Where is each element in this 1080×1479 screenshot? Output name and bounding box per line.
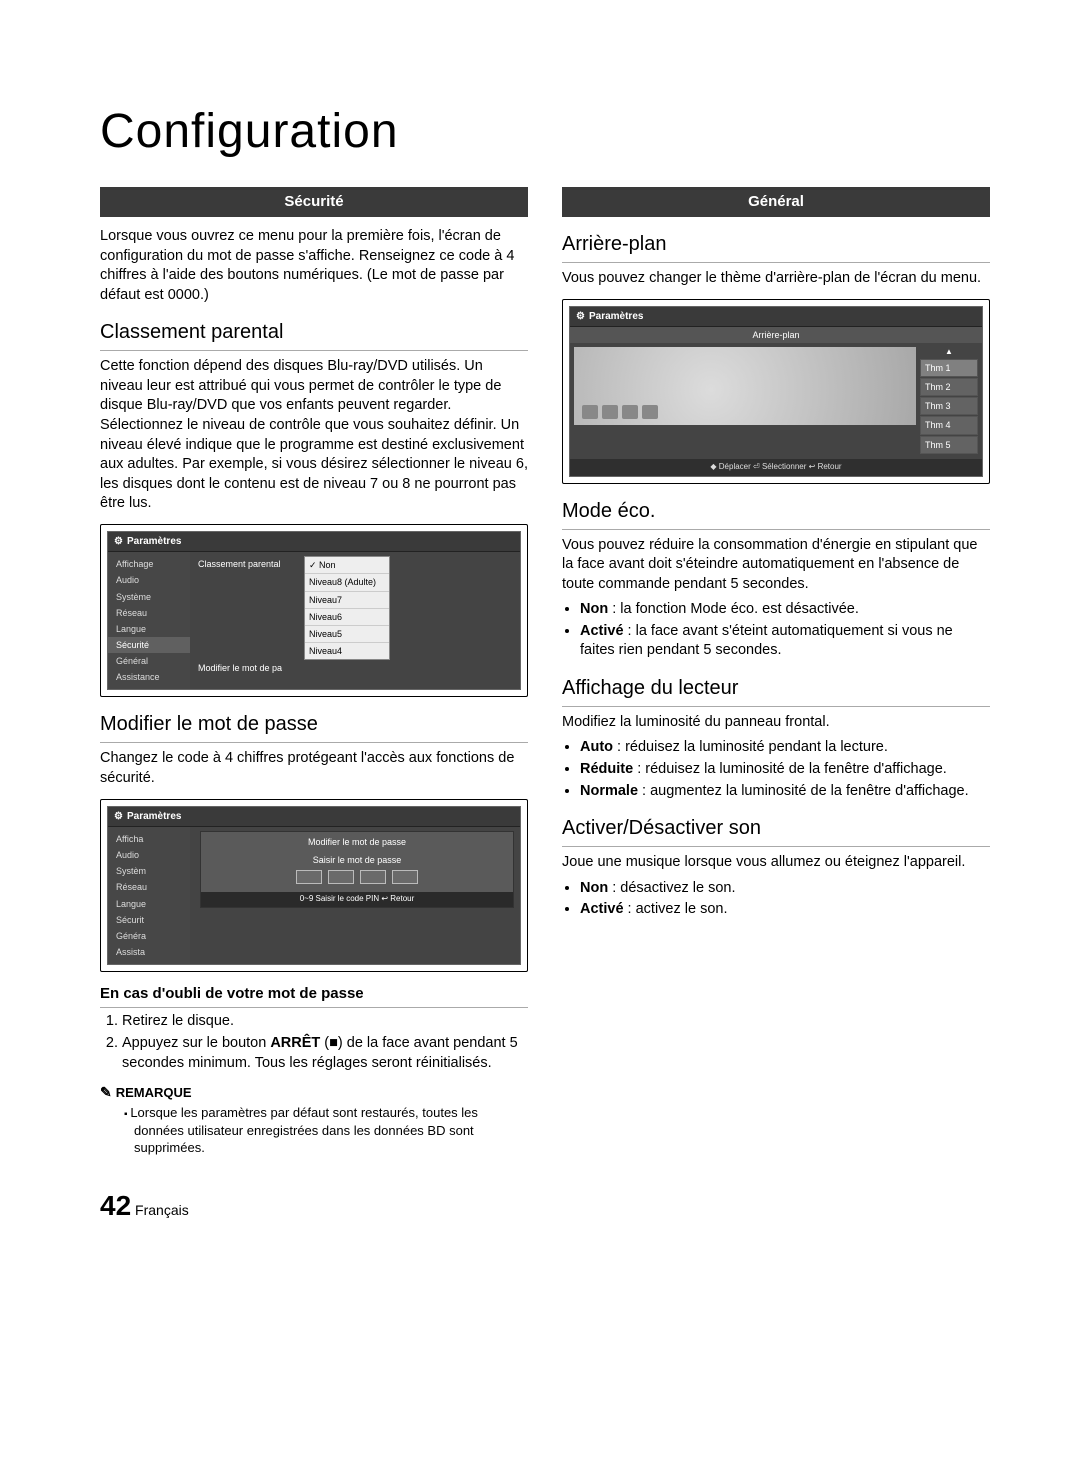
mock-footer: ◆ Déplacer ⏎ Sélectionner ↩ Retour [570,459,982,476]
mock-theme-item: Thm 2 [920,378,978,396]
mock-theme-item: Thm 4 [920,416,978,434]
overlay-title: Modifier le mot de passe [205,836,509,848]
mock-theme-preview [574,347,916,425]
mock-dropdown-item: Non [305,557,389,574]
page-language: Français [135,1202,189,1218]
mock-title-text: Paramètres [127,536,181,547]
page-title: Configuration [100,100,990,165]
heading-classement-parental: Classement parental [100,319,528,351]
mock-parental-settings: ⚙ Paramètres AffichageAudioSystèmeRéseauL… [100,524,528,698]
mock-theme-item: Thm 3 [920,397,978,415]
heading-affichage-lecteur: Affichage du lecteur [562,675,990,707]
mock-side-item: Généra [108,928,190,944]
classement-parental-body: Cette fonction dépend des disques Blu-ra… [100,357,528,514]
forgot-step-2: Appuyez sur le bouton ARRÊT (■) de la fa… [122,1034,528,1073]
note-icon: ✎ [100,1084,112,1100]
mock-main: Classement parental NonNiveau8 (Adulte)N… [190,552,520,689]
securite-intro: Lorsque vous ouvrez ce menu pour la prem… [100,227,528,305]
son-list: Non : désactivez le son.Activé : activez… [580,879,990,920]
mock-side-item: Affichage [108,556,190,572]
mock-side-item: Général [108,653,190,669]
mock-dropdown: NonNiveau8 (Adulte)Niveau7Niveau6Niveau5… [304,556,390,660]
banner-securite: Sécurité [100,187,528,217]
heading-mode-eco: Mode éco. [562,498,990,530]
affichage-lecteur-list: Auto : réduisez la luminosité pendant la… [580,738,990,801]
password-boxes [205,870,509,884]
mock-theme-list: ▲ Thm 1Thm 2Thm 3Thm 4 Thm 5 [920,347,978,455]
mock-side-item: Audio [108,847,190,863]
mock-side-item: Audio [108,572,190,588]
page-number: 42 [100,1190,131,1221]
mock-password-settings: ⚙ Paramètres AffichaAudioSystèmRéseauLang… [100,799,528,973]
mode-eco-body: Vous pouvez réduire la consommation d'én… [562,536,990,595]
mock-tab: Arrière-plan [570,327,982,343]
list-item: Auto : réduisez la luminosité pendant la… [580,738,990,758]
mock-dropdown-item: Niveau6 [305,609,389,626]
heading-arriere-plan: Arrière-plan [562,231,990,263]
mock-title: ⚙ Paramètres [570,307,982,328]
forgot-steps: Retirez le disque. Appuyez sur le bouton… [122,1012,528,1073]
mock-title-text: Paramètres [589,311,643,322]
mock-title: ⚙ Paramètres [108,532,520,553]
mock-side-item: Assista [108,944,190,960]
modifier-mdp-body: Changez le code à 4 chiffres protégeant … [100,749,528,788]
mock-theme-item: Thm 5 [920,436,978,454]
list-item: Normale : augmentez la luminosité de la … [580,782,990,802]
mock-side-item: Langue [108,896,190,912]
mock-dropdown-item: Niveau4 [305,643,389,659]
heading-activer-desactiver-son: Activer/Désactiver son [562,815,990,847]
son-body: Joue une musique lorsque vous allumez ou… [562,853,990,873]
mock-sidebar: AffichaAudioSystèmRéseauLangueSécuritGén… [108,827,190,964]
mock-title: ⚙ Paramètres [108,807,520,828]
mock-side-item: Réseau [108,879,190,895]
mock-side-item: Sécurité [108,637,190,653]
mock-side-item: Assistance [108,669,190,685]
banner-general: Général [562,187,990,217]
mock-row-label: Modifier le mot de pa [194,660,304,676]
list-item: Activé : activez le son. [580,900,990,920]
overlay-subtitle: Saisir le mot de passe [205,854,509,866]
right-column: Général Arrière-plan Vous pouvez changer… [562,187,990,1157]
arriere-plan-body: Vous pouvez changer le thème d'arrière-p… [562,269,990,289]
forgot-step-1: Retirez le disque. [122,1012,528,1032]
arrow-up-icon: ▲ [920,347,978,358]
note-heading: ✎ REMARQUE [100,1083,528,1102]
mock-side-item: Afficha [108,831,190,847]
affichage-lecteur-body: Modifiez la luminosité du panneau fronta… [562,713,990,733]
mock-side-item: Langue [108,621,190,637]
list-item: Réduite : réduisez la luminosité de la f… [580,760,990,780]
gear-icon: ⚙ [576,311,585,322]
mock-side-item: Réseau [108,605,190,621]
note-body: Lorsque les paramètres par défaut sont r… [124,1104,528,1157]
mode-eco-list: Non : la fonction Mode éco. est désactiv… [580,600,990,661]
list-item: Activé : la face avant s'éteint automati… [580,622,990,661]
mock-dropdown-item: Niveau5 [305,626,389,643]
mock-dropdown-item: Niveau8 (Adulte) [305,574,389,591]
mock-preview-icons [582,405,658,419]
page-footer: 42 Français [100,1187,990,1225]
mock-side-item: Systèm [108,863,190,879]
mock-side-item: Système [108,589,190,605]
mock-side-item: Sécurit [108,912,190,928]
mock-main: ▲ Thm 1Thm 2Thm 3Thm 4 Thm 5 [570,343,982,459]
mock-main: Modifier le mot de passe Saisir le mot d… [190,827,520,964]
mock-theme-item: Thm 1 [920,359,978,377]
gear-icon: ⚙ [114,811,123,822]
list-item: Non : désactivez le son. [580,879,990,899]
overlay-footer: 0~9 Saisir le code PIN ↩ Retour [201,892,513,907]
mock-sidebar: AffichageAudioSystèmeRéseauLangueSécurit… [108,552,190,689]
heading-oubli-mdp: En cas d'oubli de votre mot de passe [100,984,528,1008]
mock-title-text: Paramètres [127,811,181,822]
gear-icon: ⚙ [114,536,123,547]
list-item: Non : la fonction Mode éco. est désactiv… [580,600,990,620]
heading-modifier-mot-de-passe: Modifier le mot de passe [100,711,528,743]
mock-password-overlay: Modifier le mot de passe Saisir le mot d… [200,831,514,908]
left-column: Sécurité Lorsque vous ouvrez ce menu pou… [100,187,528,1157]
mock-background-theme: ⚙Paramètres Arrière-plan ▲ Thm 1Thm 2Thm… [562,299,990,484]
mock-row-label: Classement parental [194,556,304,660]
note-head-text: REMARQUE [116,1085,192,1100]
mock-dropdown-item: Niveau7 [305,592,389,609]
